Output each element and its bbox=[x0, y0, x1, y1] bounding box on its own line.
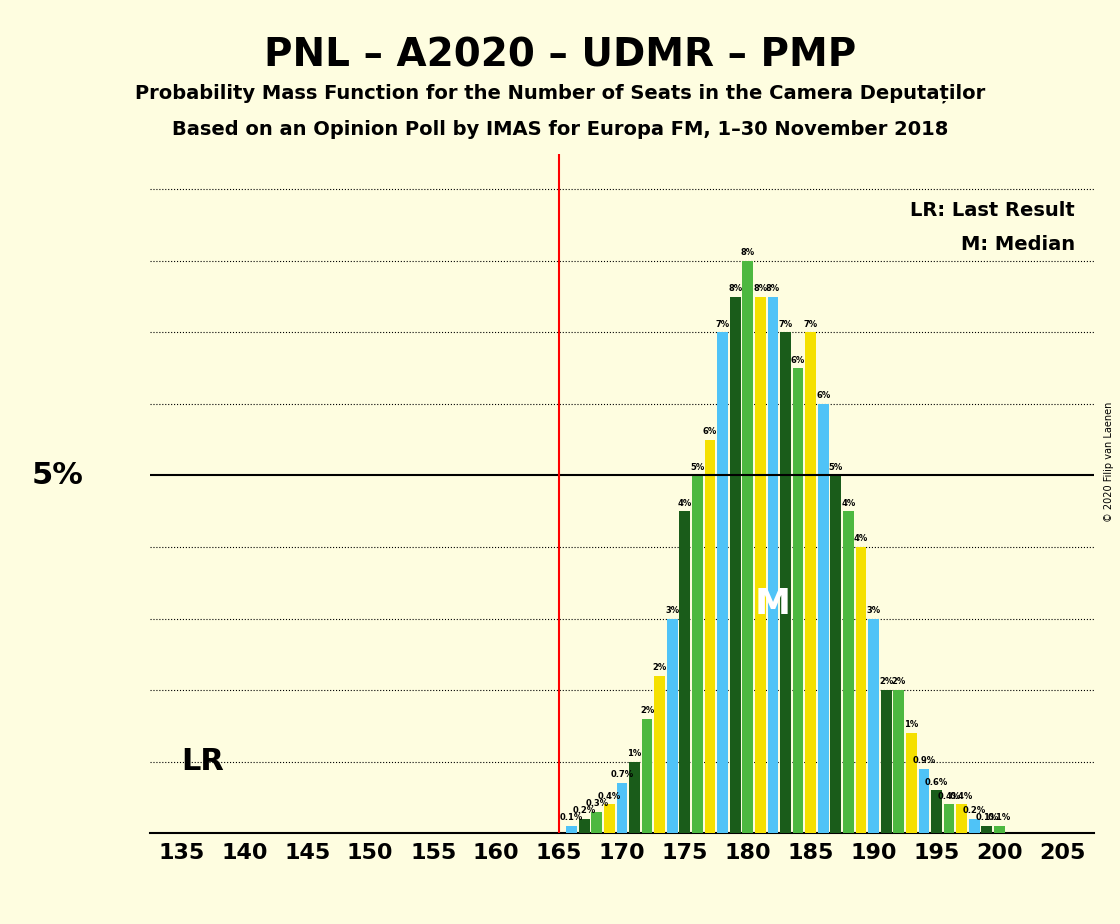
Bar bbox=[944, 805, 954, 833]
Text: 8%: 8% bbox=[728, 284, 743, 293]
Text: 1%: 1% bbox=[627, 749, 642, 758]
Bar bbox=[755, 297, 766, 833]
Bar bbox=[617, 783, 627, 833]
Bar bbox=[981, 826, 992, 833]
Bar bbox=[868, 618, 879, 833]
Text: 3%: 3% bbox=[665, 606, 680, 615]
Bar bbox=[654, 675, 665, 833]
Bar bbox=[567, 826, 577, 833]
Text: 0.6%: 0.6% bbox=[925, 778, 949, 786]
Text: 0.4%: 0.4% bbox=[598, 792, 620, 801]
Text: M: Median: M: Median bbox=[961, 235, 1075, 254]
Text: 0.9%: 0.9% bbox=[913, 756, 935, 765]
Text: PNL – A2020 – UDMR – PMP: PNL – A2020 – UDMR – PMP bbox=[264, 37, 856, 75]
Bar bbox=[743, 261, 753, 833]
Text: © 2020 Filip van Laenen: © 2020 Filip van Laenen bbox=[1104, 402, 1114, 522]
Text: Based on an Opinion Poll by IMAS for Europa FM, 1–30 November 2018: Based on an Opinion Poll by IMAS for Eur… bbox=[171, 120, 949, 140]
Bar bbox=[767, 297, 778, 833]
Bar bbox=[717, 333, 728, 833]
Bar bbox=[843, 511, 853, 833]
Text: 2%: 2% bbox=[892, 677, 906, 687]
Text: 4%: 4% bbox=[841, 499, 856, 507]
Text: 1%: 1% bbox=[904, 721, 918, 729]
Bar bbox=[642, 719, 653, 833]
Bar bbox=[831, 476, 841, 833]
Text: 5%: 5% bbox=[32, 461, 84, 490]
Text: M: M bbox=[755, 587, 791, 621]
Bar bbox=[931, 790, 942, 833]
Text: 0.1%: 0.1% bbox=[976, 813, 998, 822]
Text: 2%: 2% bbox=[879, 677, 894, 687]
Text: 0.1%: 0.1% bbox=[560, 813, 584, 822]
Bar bbox=[680, 511, 690, 833]
Bar bbox=[629, 761, 640, 833]
Bar bbox=[704, 440, 716, 833]
Text: 0.2%: 0.2% bbox=[962, 807, 986, 815]
Text: Probability Mass Function for the Number of Seats in the Camera Deputaților: Probability Mass Function for the Number… bbox=[134, 83, 986, 103]
Text: LR: LR bbox=[181, 747, 224, 776]
Text: 0.3%: 0.3% bbox=[585, 799, 608, 808]
Bar bbox=[969, 819, 980, 833]
Bar bbox=[793, 368, 803, 833]
Text: 0.4%: 0.4% bbox=[937, 792, 961, 801]
Text: 5%: 5% bbox=[829, 463, 843, 472]
Bar bbox=[918, 769, 930, 833]
Text: 0.2%: 0.2% bbox=[572, 807, 596, 815]
Text: 4%: 4% bbox=[678, 499, 692, 507]
Bar bbox=[818, 404, 829, 833]
Text: 8%: 8% bbox=[754, 284, 767, 293]
Bar bbox=[805, 333, 816, 833]
Text: 3%: 3% bbox=[867, 606, 880, 615]
Text: 5%: 5% bbox=[690, 463, 704, 472]
Text: 7%: 7% bbox=[778, 320, 793, 329]
Bar bbox=[906, 733, 916, 833]
Text: LR: Last Result: LR: Last Result bbox=[911, 201, 1075, 220]
Bar bbox=[956, 805, 967, 833]
Bar bbox=[856, 547, 867, 833]
Text: 2%: 2% bbox=[653, 663, 666, 672]
Text: 6%: 6% bbox=[816, 392, 830, 400]
Bar bbox=[995, 826, 1005, 833]
Bar bbox=[692, 476, 702, 833]
Bar bbox=[579, 819, 589, 833]
Bar bbox=[666, 618, 678, 833]
Text: 4%: 4% bbox=[853, 534, 868, 543]
Bar bbox=[880, 690, 892, 833]
Bar bbox=[604, 805, 615, 833]
Bar bbox=[781, 333, 791, 833]
Text: 2%: 2% bbox=[640, 706, 654, 715]
Text: 8%: 8% bbox=[766, 284, 780, 293]
Text: 8%: 8% bbox=[740, 249, 755, 257]
Bar bbox=[591, 811, 603, 833]
Text: 0.1%: 0.1% bbox=[988, 813, 1011, 822]
Text: 0.7%: 0.7% bbox=[610, 771, 634, 780]
Text: 7%: 7% bbox=[804, 320, 818, 329]
Text: 6%: 6% bbox=[791, 356, 805, 365]
Bar bbox=[894, 690, 904, 833]
Text: 6%: 6% bbox=[703, 427, 717, 436]
Text: 0.4%: 0.4% bbox=[950, 792, 973, 801]
Bar bbox=[730, 297, 740, 833]
Text: 7%: 7% bbox=[716, 320, 729, 329]
